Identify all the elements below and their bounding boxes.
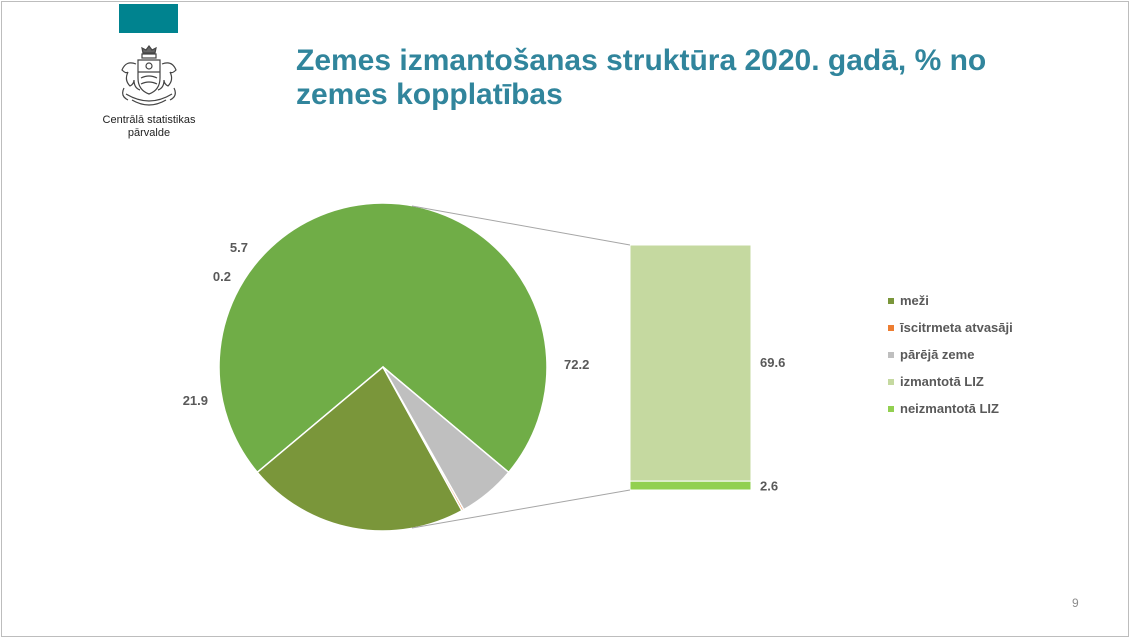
- legend-swatch: [888, 297, 894, 304]
- bar-label-neizmantot-liz: 2.6: [760, 479, 778, 494]
- legend-label: izmantotā LIZ: [900, 374, 984, 389]
- logo-text: Centrālā statistikas pārvalde: [90, 114, 208, 140]
- logo-text-line2: pārvalde: [127, 127, 171, 139]
- pie-label-scitrmeta-atvas-ji: 0.2: [213, 269, 231, 284]
- pie-label-p-r-j-zeme: 5.7: [230, 240, 248, 255]
- bar-segment-neizmantot-liz: [629, 480, 752, 491]
- legend-label: meži: [900, 293, 929, 308]
- legend-label: neizmantotā LIZ: [900, 401, 999, 416]
- page-number: 9: [1072, 596, 1079, 610]
- chart-legend: meži īscitrmeta atvasāji pārējā zeme izmant…: [888, 287, 1013, 422]
- legend-item-neizmantot-liz: neizmantotā LIZ: [888, 395, 1013, 422]
- bar-label-izmantot-liz: 69.6: [760, 355, 785, 370]
- legend-swatch: [888, 351, 894, 358]
- legend-item-scitrmeta-atvas-ji: īscitrmeta atvasāji: [888, 314, 1013, 341]
- legend-swatch: [888, 405, 894, 412]
- legend-item-izmantot-liz: izmantotā LIZ: [888, 368, 1013, 395]
- legend-label: īscitrmeta atvasāji: [900, 320, 1013, 335]
- legend-swatch: [888, 324, 894, 331]
- accent-bar: [119, 4, 178, 33]
- pie-slice-liz-kop: [218, 202, 548, 474]
- logo-text-line1: Centrālā statistikas: [102, 114, 196, 126]
- legend-label: pārējā zeme: [900, 347, 975, 362]
- legend-item-me-i: meži: [888, 287, 1013, 314]
- connector-line-bottom: [411, 489, 631, 529]
- pie-label-me-i: 21.9: [183, 393, 208, 408]
- connector-line-top: [411, 205, 631, 246]
- pie-slice-p-r-j-zeme: [382, 366, 510, 511]
- coat-of-arms-icon: [121, 45, 177, 106]
- legend-swatch: [888, 378, 894, 385]
- page-title: Zemes izmantošanas struktūra 2020. gadā,…: [296, 44, 987, 111]
- pie-label-liz-kop: 72.2: [564, 357, 589, 372]
- bar-segment-izmantot-liz: [629, 244, 752, 482]
- pie-slice-me-i: [256, 365, 464, 532]
- legend-item-p-r-j-zeme: pārējā zeme: [888, 341, 1013, 368]
